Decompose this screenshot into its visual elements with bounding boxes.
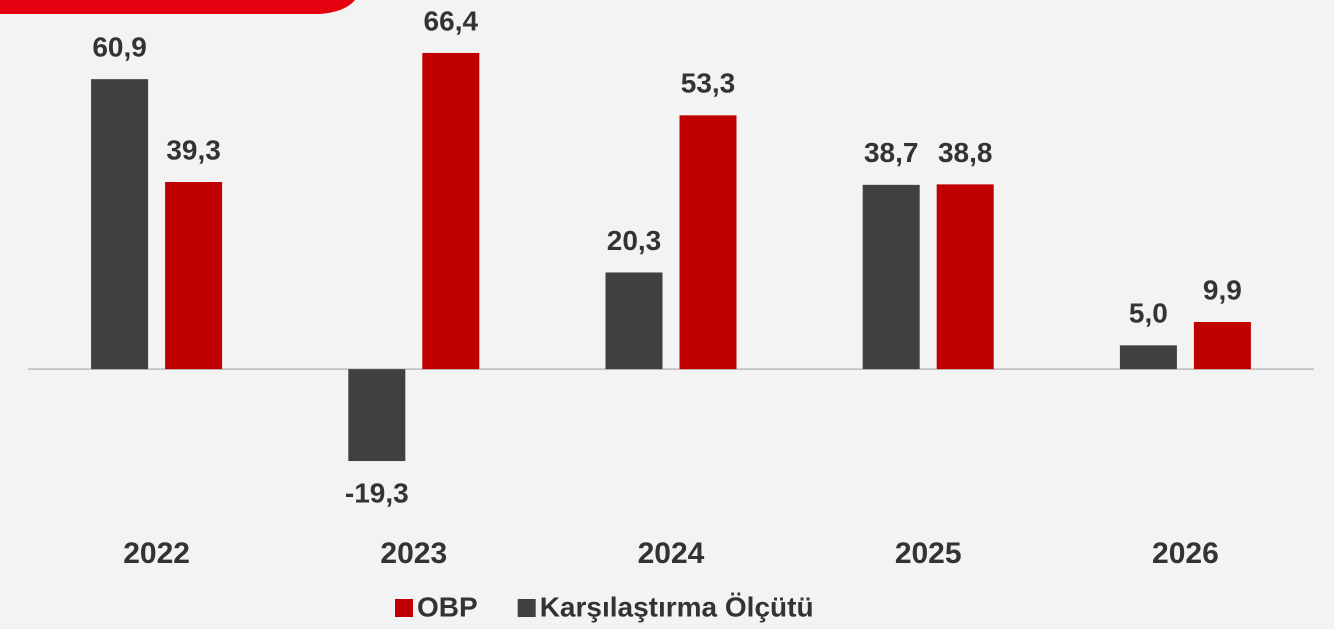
data-label: 38,7 <box>864 137 919 168</box>
x-tick-label: 2023 <box>380 537 447 570</box>
legend-label: OBP <box>417 591 478 622</box>
data-label: 66,4 <box>424 5 479 36</box>
data-label: -19,3 <box>345 477 409 508</box>
bar <box>1119 345 1177 370</box>
bar <box>422 52 480 370</box>
data-label: 5,0 <box>1129 298 1168 329</box>
bar <box>91 79 149 370</box>
x-tick-label: 2026 <box>1152 537 1219 570</box>
bar <box>348 369 406 462</box>
x-tick-label: 2024 <box>638 537 705 570</box>
legend-label: Karşılaştırma Ölçütü <box>540 591 814 622</box>
bar <box>605 272 663 370</box>
data-label: 20,3 <box>607 225 662 256</box>
header-tab <box>0 0 355 14</box>
bar <box>165 182 223 370</box>
bar <box>679 115 737 370</box>
data-label: 9,9 <box>1203 274 1242 305</box>
legend-swatch <box>517 599 536 617</box>
data-label: 39,3 <box>166 134 221 165</box>
bar <box>862 184 920 370</box>
x-tick-label: 2022 <box>123 537 190 570</box>
data-label: 53,3 <box>681 68 736 99</box>
data-label: 38,8 <box>938 137 993 168</box>
legend-swatch <box>395 599 413 617</box>
bar <box>936 184 994 370</box>
data-label: 60,9 <box>92 32 147 63</box>
x-tick-label: 2025 <box>895 537 962 570</box>
bar <box>1193 322 1251 370</box>
